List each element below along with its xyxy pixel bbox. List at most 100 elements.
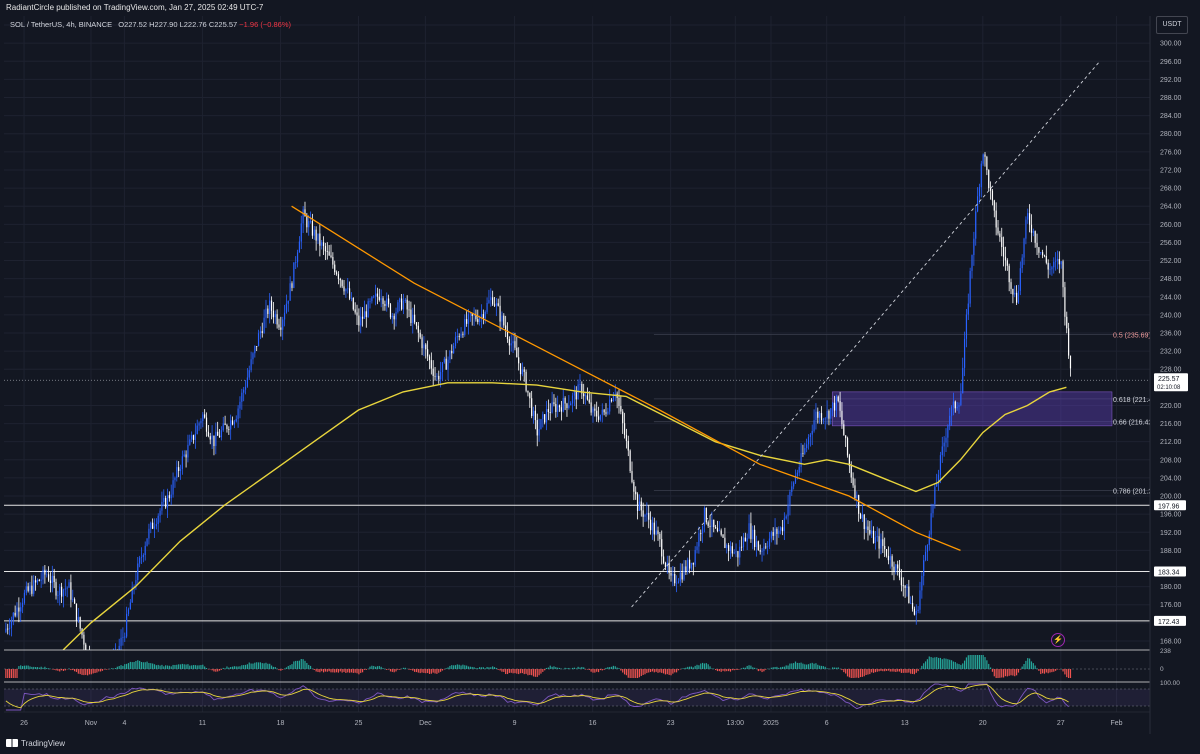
macd-bar xyxy=(813,663,815,669)
candle-body xyxy=(575,391,577,400)
candle-body xyxy=(447,359,449,370)
time-tick-label: 27 xyxy=(1057,720,1065,727)
candle xyxy=(315,226,317,251)
candle xyxy=(231,416,234,426)
candle xyxy=(77,607,79,623)
brand[interactable]: TradingView xyxy=(6,739,65,748)
macd-bar xyxy=(484,668,486,669)
currency-button[interactable]: USDT xyxy=(1156,16,1188,34)
macd-bar xyxy=(876,669,878,672)
candle-body xyxy=(975,211,977,239)
price-tick-label: 244.00 xyxy=(1160,294,1182,301)
candle-body xyxy=(573,391,575,396)
candle-body xyxy=(865,526,867,530)
candle-body xyxy=(662,556,665,563)
macd-bar xyxy=(748,665,750,669)
candle xyxy=(384,300,386,311)
candle xyxy=(148,523,150,545)
candle-body xyxy=(60,586,63,597)
macd-bar xyxy=(705,663,707,669)
candle xyxy=(659,532,661,547)
candle xyxy=(1056,250,1059,270)
macd-bar xyxy=(235,666,237,669)
candle xyxy=(720,528,722,537)
candle xyxy=(239,396,241,419)
candle-body xyxy=(720,530,722,535)
candle xyxy=(282,316,284,341)
candle xyxy=(545,400,548,431)
candle xyxy=(358,308,360,332)
candle-body xyxy=(44,569,46,575)
candle xyxy=(910,596,912,604)
candle xyxy=(493,297,496,307)
candle-body xyxy=(765,546,767,548)
candle-body xyxy=(547,409,549,413)
candle xyxy=(274,310,276,325)
candle-body xyxy=(64,588,66,590)
macd-bar xyxy=(796,662,798,669)
candle xyxy=(202,412,204,428)
candle-body xyxy=(157,515,159,524)
candle xyxy=(237,405,239,428)
candle-body xyxy=(293,262,295,288)
candle-body xyxy=(324,246,327,252)
candle xyxy=(1058,251,1060,274)
candle xyxy=(308,214,310,236)
price-tick-label: 252.00 xyxy=(1160,258,1182,265)
macd-bar xyxy=(659,669,661,673)
candle-body xyxy=(358,315,360,326)
macd-bar xyxy=(542,669,544,672)
candle xyxy=(157,513,159,532)
candle-body xyxy=(490,297,492,301)
candle-body xyxy=(884,545,886,550)
macd-bar xyxy=(1036,668,1038,669)
candle xyxy=(187,434,189,463)
candle-body xyxy=(596,410,598,417)
candle-body xyxy=(1017,290,1020,303)
candle xyxy=(326,242,328,260)
candle-body xyxy=(997,227,999,234)
candle xyxy=(393,313,395,330)
candle xyxy=(527,390,529,397)
macd-bar xyxy=(980,655,982,669)
brand-name: TradingView xyxy=(21,739,66,748)
candle-body xyxy=(220,430,222,438)
candle-body xyxy=(137,563,139,581)
macd-bar xyxy=(887,669,889,671)
macd-bar xyxy=(874,669,876,673)
candle-body xyxy=(332,256,334,265)
candle xyxy=(620,395,622,415)
candle xyxy=(774,518,776,545)
candle xyxy=(709,515,711,538)
candle-body xyxy=(373,296,375,298)
candle-body xyxy=(854,485,856,499)
macd-bar xyxy=(698,665,700,669)
time-axis[interactable]: 26 Nov 4 11 18 25 Dec 9 16 23 13:00 2025 6 13 20 27 Feb xyxy=(20,720,1123,727)
candle xyxy=(544,414,546,425)
price-tick-label: 280.00 xyxy=(1160,131,1182,138)
candle-body xyxy=(38,579,40,581)
candle xyxy=(36,578,39,585)
candle xyxy=(1047,259,1049,279)
macd-bar xyxy=(744,667,746,669)
macd-bar xyxy=(139,660,141,669)
macd-bar xyxy=(505,669,507,675)
time-tick-label: 2025 xyxy=(763,720,779,727)
candle xyxy=(501,311,503,331)
lightning-icon[interactable]: ⚡ xyxy=(1051,633,1065,647)
candle xyxy=(209,432,211,445)
macd-bar xyxy=(620,669,622,671)
candle-body xyxy=(276,314,278,325)
candle xyxy=(113,648,115,650)
candle-body xyxy=(638,501,641,511)
price-axis[interactable]: 304.00300.00296.00292.00288.00284.00280.… xyxy=(1149,0,1200,734)
macd-bar xyxy=(243,665,245,669)
candle xyxy=(748,514,750,540)
macd-tick-label: 238 xyxy=(1160,648,1171,655)
candle xyxy=(906,583,908,597)
macd-bar xyxy=(547,667,549,669)
macd-bar xyxy=(495,667,497,669)
candle xyxy=(923,554,925,586)
candle xyxy=(837,395,839,403)
